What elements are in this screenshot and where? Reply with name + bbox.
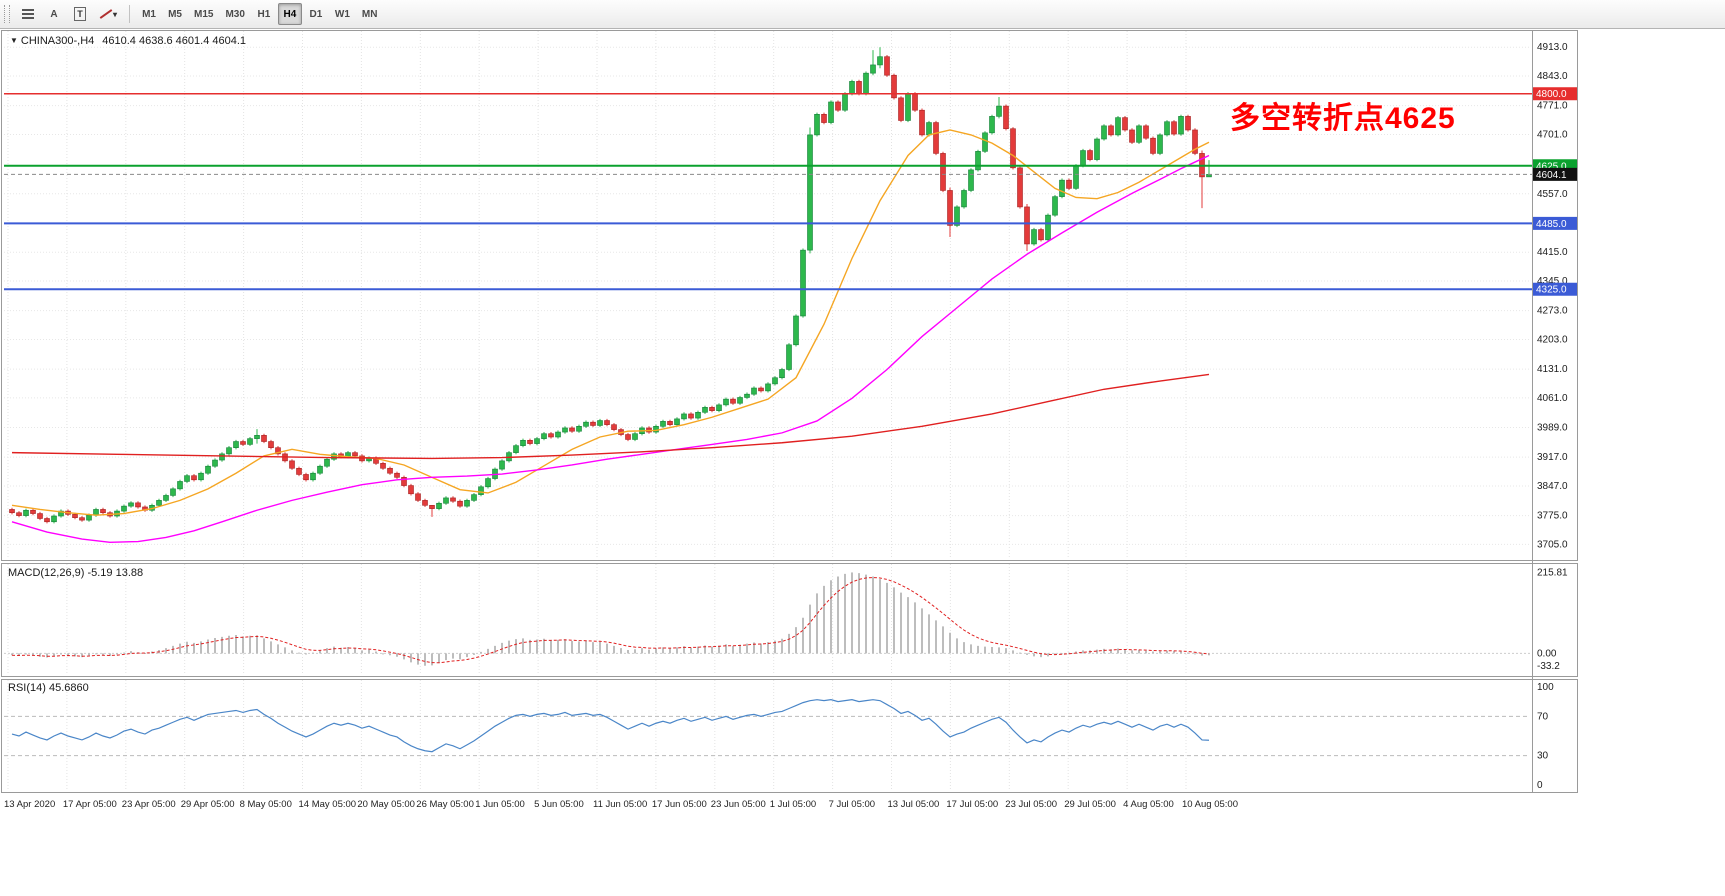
timeframe-h1-button[interactable]: H1 xyxy=(252,3,276,25)
date-label: 17 Apr 05:00 xyxy=(63,799,117,810)
date-label: 29 Apr 05:00 xyxy=(181,799,235,810)
rsi-line xyxy=(11,699,1210,753)
annotation-text[interactable]: 多空转折点4625 xyxy=(1230,102,1456,135)
date-label: 8 May 05:00 xyxy=(240,799,292,810)
collapse-triangle-icon[interactable]: ▼ xyxy=(10,36,18,45)
price-label: 4913.0 xyxy=(1537,42,1568,53)
toolbar-separator xyxy=(129,5,131,23)
date-label: 20 May 05:00 xyxy=(357,799,415,810)
svg-text:4325.0: 4325.0 xyxy=(1536,285,1567,296)
price-label: 4273.0 xyxy=(1537,306,1568,317)
ohlc-values: 4610.4 4638.6 4601.4 4604.1 xyxy=(102,35,247,47)
tool-a-button[interactable]: A xyxy=(42,3,66,25)
price-label: 4557.0 xyxy=(1537,189,1568,200)
price-label: 3917.0 xyxy=(1537,452,1568,463)
macd-panel[interactable] xyxy=(1,563,1578,677)
timeframe-buttons: M1 M5 M15 M30 H1 H4 D1 W1 MN xyxy=(136,3,383,25)
price-label: 3847.0 xyxy=(1537,481,1568,492)
price-label: 4061.0 xyxy=(1537,393,1568,404)
chevron-down-icon: ▾ xyxy=(113,9,118,19)
timeframe-m5-button[interactable]: M5 xyxy=(163,3,187,25)
date-label: 17 Jun 05:00 xyxy=(652,799,707,810)
date-label: 23 Jul 05:00 xyxy=(1005,799,1057,810)
svg-text:4800.0: 4800.0 xyxy=(1536,89,1567,100)
price-badge-4325.0 xyxy=(1533,282,1577,296)
grid-lines xyxy=(4,31,1530,791)
date-label: 7 Jul 05:00 xyxy=(829,799,875,810)
timeframe-w1-button[interactable]: W1 xyxy=(330,3,355,25)
date-label: 23 Apr 05:00 xyxy=(122,799,176,810)
text-tool-button[interactable]: T xyxy=(68,3,92,25)
svg-text:4485.0: 4485.0 xyxy=(1536,219,1567,230)
mid-ma-line xyxy=(11,154,1210,544)
svg-text:4625.0: 4625.0 xyxy=(1536,161,1567,172)
macd-label: MACD(12,26,9) -5.19 13.88 xyxy=(8,567,144,579)
rsi-label: RSI(14) 45.6860 xyxy=(8,682,89,694)
date-label: 5 Jun 05:00 xyxy=(534,799,584,810)
macd-axis-label: -33.2 xyxy=(1537,661,1560,672)
symbol-ohlc-bar: ▼ CHINA300-,H4 4610.4 4638.6 4601.4 4604.1 xyxy=(10,35,246,47)
rsi-axis-label: 30 xyxy=(1537,751,1549,762)
price-label: 3775.0 xyxy=(1537,511,1568,522)
date-label: 1 Jul 05:00 xyxy=(770,799,816,810)
price-axis[interactable]: 4913.0 4843.0 4771.0 4701.0 4557.0 4415.0 4345… xyxy=(1533,42,1577,791)
fast-ma-line xyxy=(11,129,1210,516)
date-label: 4 Aug 05:00 xyxy=(1123,799,1174,810)
date-label: 26 May 05:00 xyxy=(416,799,474,810)
slow-ma-line xyxy=(11,373,1210,460)
price-badge-4604.1 xyxy=(1533,167,1577,181)
trendline-icon xyxy=(99,8,111,20)
price-label: 4415.0 xyxy=(1537,247,1568,258)
price-label: 4771.0 xyxy=(1537,101,1568,112)
draw-tools-button[interactable]: ▾ xyxy=(94,3,122,25)
date-label: 14 May 05:00 xyxy=(299,799,357,810)
price-badge-4485.0 xyxy=(1533,216,1577,230)
macd-axis-label: 215.81 xyxy=(1537,567,1568,578)
date-label: 10 Aug 05:00 xyxy=(1182,799,1238,810)
price-label: 4843.0 xyxy=(1537,71,1568,82)
symbol-label: CHINA300-,H4 xyxy=(20,35,95,47)
timeframe-m30-button[interactable]: M30 xyxy=(220,3,249,25)
svg-text:4604.1: 4604.1 xyxy=(1536,170,1567,181)
date-label: 29 Jul 05:00 xyxy=(1064,799,1116,810)
date-label: 17 Jul 05:00 xyxy=(946,799,998,810)
price-badge-4800.0 xyxy=(1533,87,1577,101)
timeframe-m15-button[interactable]: M15 xyxy=(189,3,218,25)
rsi-axis-label: 70 xyxy=(1537,711,1549,722)
timeframe-d1-button[interactable]: D1 xyxy=(304,3,328,25)
macd-histogram xyxy=(11,572,1210,666)
rsi-axis-label: 0 xyxy=(1537,780,1543,791)
timeframe-m1-button[interactable]: M1 xyxy=(137,3,161,25)
main-chart-panel[interactable] xyxy=(1,30,1578,561)
price-label: 4345.0 xyxy=(1537,276,1568,287)
date-label: 23 Jun 05:00 xyxy=(711,799,766,810)
rsi-axis-label: 100 xyxy=(1537,682,1554,693)
candlestick-series xyxy=(9,47,1212,524)
timeframe-h4-button[interactable]: H4 xyxy=(277,3,302,25)
price-label: 3705.0 xyxy=(1537,539,1568,550)
price-label: 4203.0 xyxy=(1537,334,1568,345)
macd-signal-line xyxy=(11,577,1210,664)
toolbar-grip[interactable] xyxy=(4,5,10,23)
date-label: 1 Jun 05:00 xyxy=(475,799,525,810)
price-label: 4701.0 xyxy=(1537,129,1568,140)
timeframe-mn-button[interactable]: MN xyxy=(357,3,383,25)
price-label: 3989.0 xyxy=(1537,423,1568,434)
hamburger-icon xyxy=(22,7,34,21)
date-label: 13 Jul 05:00 xyxy=(888,799,940,810)
rsi-panel[interactable] xyxy=(1,679,1578,793)
chart-menu-button[interactable] xyxy=(16,3,40,25)
date-label: 11 Jun 05:00 xyxy=(593,799,647,810)
time-axis[interactable]: 13 Apr 2020 17 Apr 05:00 23 Apr 05:00 29 Ap… xyxy=(4,799,1238,810)
macd-axis-label: 0.00 xyxy=(1537,648,1557,659)
price-label: 4131.0 xyxy=(1537,364,1568,375)
toolbar: A T ▾ M1 M5 M15 M30 H1 H4 D1 W1 MN xyxy=(0,0,1725,29)
date-label: 13 Apr 2020 xyxy=(4,799,55,810)
text-tool-icon: T xyxy=(74,7,86,21)
